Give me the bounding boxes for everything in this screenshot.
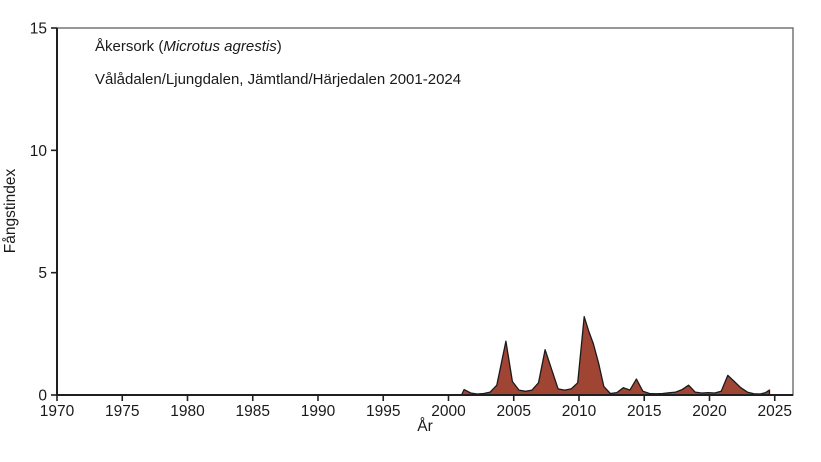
x-tick-label: 2010 xyxy=(562,403,597,420)
y-axis-label: Fångstindex xyxy=(2,169,19,254)
x-tick-label: 2000 xyxy=(431,403,466,420)
chart-title-prefix: Åkersork ( xyxy=(95,38,163,55)
x-axis-label: År xyxy=(417,418,433,435)
chart-title-species: Microtus agrestis xyxy=(163,38,277,55)
y-tick-label: 5 xyxy=(38,265,47,282)
x-tick-label: 2020 xyxy=(692,403,727,420)
x-tick-label: 1975 xyxy=(105,403,139,420)
area-series-fångstindex-åkersork xyxy=(460,316,771,396)
chart-title-suffix: ) xyxy=(277,38,282,55)
x-tick-label: 1995 xyxy=(366,403,400,420)
y-tick-label: 10 xyxy=(30,143,48,160)
x-tick-label: 2005 xyxy=(496,403,530,420)
x-tick-label: 1980 xyxy=(170,403,205,420)
x-tick-label: 1970 xyxy=(40,403,75,420)
chart-subtitle: Vålådalen/Ljungdalen, Jämtland/Härjedale… xyxy=(95,71,461,88)
x-tick-label: 2025 xyxy=(757,403,791,420)
y-tick-label: 15 xyxy=(30,21,47,38)
x-tick-label: 1985 xyxy=(236,403,270,420)
x-tick-label: 2015 xyxy=(627,403,661,420)
y-tick-label: 0 xyxy=(38,388,47,405)
x-tick-label: 1990 xyxy=(301,403,336,420)
chart-title: Åkersork (Microtus agrestis) xyxy=(95,38,282,55)
plot-layer: 1970 1975 1980 1985 1990 1995 2000 2005 2010 2015… xyxy=(30,21,794,420)
